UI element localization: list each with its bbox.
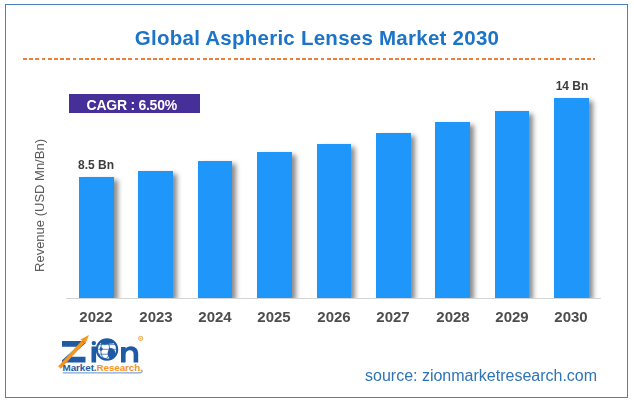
svg-text:Market.Research.: Market.Research. <box>63 362 144 373</box>
